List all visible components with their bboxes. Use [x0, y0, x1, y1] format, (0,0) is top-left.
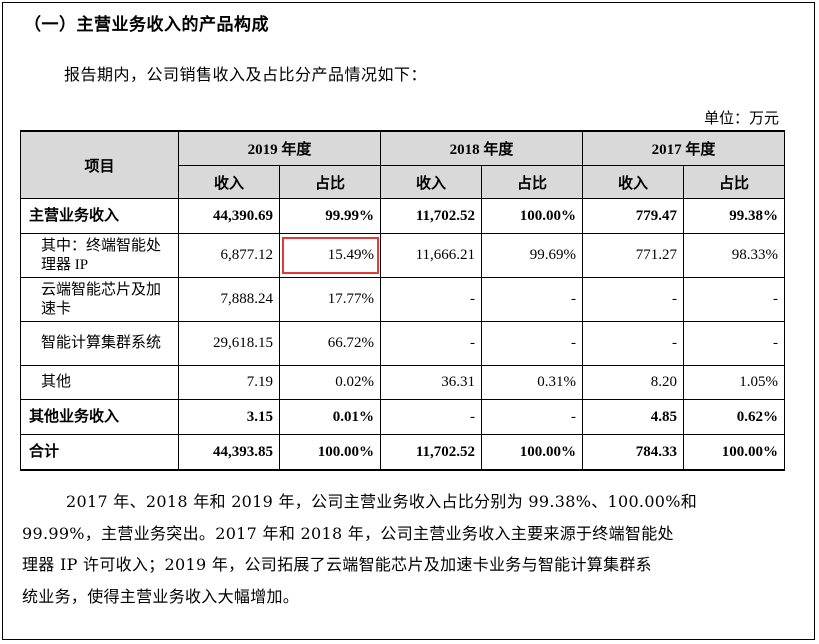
table-row: 其他 7.19 0.02% 36.31 0.31% 8.20 1.05% [20, 365, 786, 400]
cell: 100.00% [481, 198, 584, 234]
cell: 11,702.52 [380, 198, 483, 234]
cell: - [481, 399, 584, 435]
cell: 66.72% [278, 321, 382, 366]
header-row-metrics: 收入 占比 收入 占比 收入 占比 [21, 165, 786, 199]
cell: 98.33% [683, 233, 786, 278]
cell: 0.01% [278, 399, 382, 435]
row-label: 其他 [20, 365, 179, 400]
table-row: 主营业务收入 44,390.69 99.99% 11,702.52 100.00… [20, 198, 786, 234]
paragraph-line: 2017 年、2018 年和 2019 年，公司主营业务收入占比分别为 99.3… [66, 492, 698, 511]
revenue-header: 收入 [380, 165, 483, 199]
cell: - [380, 321, 483, 366]
revenue-table: 项目 2019 年度 2018 年度 2017 年度 收入 占比 收入 占比 收… [20, 130, 786, 471]
cell: 29,618.15 [178, 321, 280, 366]
header-row-years: 项目 2019 年度 2018 年度 2017 年度 [20, 130, 786, 199]
cell: 779.47 [582, 198, 685, 234]
cell: 784.33 [582, 434, 685, 471]
cell: 771.27 [582, 233, 685, 278]
table-row: 智能计算集群系统 29,618.15 66.72% - - - - [20, 321, 786, 366]
cell: 100.00% [683, 434, 786, 471]
cell: 8.20 [582, 365, 685, 400]
row-label: 合计 [20, 434, 179, 471]
share-header: 占比 [481, 165, 584, 199]
cell: - [582, 277, 685, 322]
year-header: 2019 年度 [177, 130, 382, 166]
cell: 4.85 [582, 399, 685, 435]
paragraph-line: 理器 IP 许可收入；2019 年，公司拓展了云端智能芯片及加速卡业务与智能计算… [22, 555, 652, 574]
row-label: 智能计算集群系统 [20, 321, 179, 366]
cell: 17.77% [278, 277, 382, 322]
paragraph-line: 统业务，使得主营业务收入大幅增加。 [22, 586, 300, 606]
cell: 44,390.69 [178, 198, 280, 234]
cell: 11,666.21 [380, 233, 483, 278]
table-row: 云端智能芯片及加速卡 7,888.24 17.77% - - - - [20, 277, 786, 322]
cell: 0.31% [481, 365, 584, 400]
cell: 100.00% [278, 434, 382, 471]
cell: 3.15 [178, 399, 280, 435]
unit-label: 单位：万元 [703, 109, 779, 127]
share-header: 占比 [278, 165, 382, 199]
highlighted-cell: 15.49% [278, 233, 382, 278]
cell: 6,877.12 [178, 233, 280, 278]
row-label: 主营业务收入 [20, 198, 179, 234]
cell: 7,888.24 [178, 277, 280, 322]
cell: 7.19 [178, 365, 280, 400]
cell: 11,702.52 [380, 434, 483, 471]
cell: 44,393.85 [178, 434, 280, 471]
cell: - [481, 277, 584, 322]
year-header: 2018 年度 [380, 130, 584, 166]
row-label: 其中：终端智能处理器 IP [20, 233, 179, 278]
cell-value: 15.49% [327, 247, 375, 263]
cell: - [683, 321, 786, 366]
share-header: 占比 [683, 165, 786, 199]
cell: 99.99% [278, 198, 382, 234]
table-row: 其中：终端智能处理器 IP 6,877.12 15.49% 11,666.21 … [20, 233, 786, 278]
revenue-header: 收入 [178, 165, 280, 199]
cell: - [481, 321, 584, 366]
cell: 99.69% [481, 233, 584, 278]
cell: 100.00% [481, 434, 584, 471]
cell: 36.31 [380, 365, 483, 400]
revenue-header: 收入 [582, 165, 685, 199]
cell: - [683, 277, 786, 322]
item-header: 项目 [20, 130, 179, 199]
cell: - [582, 321, 685, 366]
table-row-total: 合计 44,393.85 100.00% 11,702.52 100.00% 7… [20, 434, 786, 471]
section-heading: （一）主营业务收入的产品构成 [24, 15, 269, 35]
cell: - [380, 399, 483, 435]
intro-text: 报告期内，公司销售收入及占比分产品情况如下： [64, 65, 428, 84]
paragraph-line: 99.99%，主营业务突出。2017 年和 2018 年，公司主营业务收入主要来… [22, 523, 674, 543]
cell: 99.38% [683, 198, 786, 234]
cell: - [380, 277, 483, 322]
cell: 1.05% [683, 365, 786, 400]
row-label: 其他业务收入 [20, 399, 179, 435]
cell: 0.62% [683, 399, 786, 435]
table-row: 其他业务收入 3.15 0.01% - - 4.85 0.62% [20, 399, 786, 435]
cell: 0.02% [278, 365, 382, 400]
year-header: 2017 年度 [582, 130, 786, 166]
row-label: 云端智能芯片及加速卡 [20, 277, 179, 322]
summary-paragraph: 2017 年、2018 年和 2019 年，公司主营业务收入占比分别为 99.3… [22, 486, 792, 612]
